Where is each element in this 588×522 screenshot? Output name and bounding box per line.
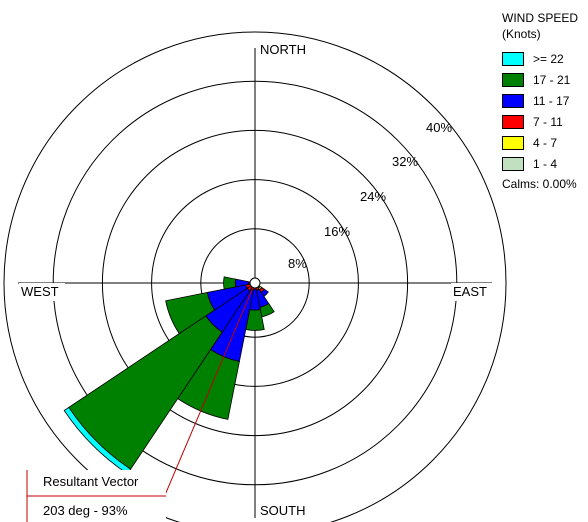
resultant-vector-line — [153, 282, 256, 522]
legend-entries: >= 22 17 - 21 11 - 17 7 - 11 4 - 7 1 - 4 — [502, 48, 588, 174]
legend-label: >= 22 — [533, 51, 564, 66]
legend-swatch — [502, 51, 524, 66]
west-label-bg — [19, 283, 65, 301]
legend-swatch — [502, 114, 524, 129]
legend-entry: 11 - 17 — [502, 90, 588, 111]
petal-segment-17-21 — [223, 276, 237, 290]
ring-label: 8% — [288, 256, 307, 271]
legend-label: 17 - 21 — [533, 72, 571, 87]
legend-label: 1 - 4 — [533, 156, 558, 171]
south-label-bg — [258, 502, 314, 520]
ring-label: 16% — [324, 224, 350, 239]
north-label: NORTH — [260, 42, 306, 57]
legend-swatch — [502, 93, 524, 108]
wind-petals — [63, 276, 275, 475]
calms-label: Calms: 0.00% — [502, 177, 577, 191]
legend-swatch — [502, 156, 524, 171]
legend-units: (Knots) — [502, 27, 541, 41]
legend-label: 4 - 7 — [533, 135, 558, 150]
south-label: SOUTH — [260, 503, 306, 518]
legend-label: 7 - 11 — [533, 114, 563, 129]
ring-label: 40% — [426, 120, 452, 135]
legend-entry: 4 - 7 — [502, 132, 588, 153]
ring-40-percent — [3, 31, 507, 522]
resultant-vector-box: Resultant Vector 203 deg - 93% — [26, 470, 166, 522]
petal-157.5deg — [255, 286, 275, 318]
direction-labels: NORTH EAST SOUTH WEST — [19, 41, 493, 520]
resultant-vector-title: Resultant Vector — [43, 474, 139, 489]
ring-label: 24% — [360, 189, 386, 204]
ring-labels: 8% 16% 24% 32% 40% — [288, 120, 452, 271]
petal-225deg — [63, 285, 253, 475]
legend-entry: 17 - 21 — [502, 69, 588, 90]
legend-swatch — [502, 72, 524, 87]
north-label-bg — [258, 41, 316, 59]
petal-180deg — [245, 287, 265, 331]
east-label: EAST — [453, 284, 487, 299]
resultant-vector-value: 203 deg - 93% — [43, 503, 128, 518]
legend-label: 11 - 17 — [533, 93, 570, 108]
legend-title: WIND SPEED — [502, 11, 579, 25]
east-label-bg — [451, 283, 493, 301]
petal-segment-17-21 — [165, 292, 216, 335]
petal-segment--22 — [63, 406, 132, 475]
legend-entry: 1 - 4 — [502, 153, 588, 174]
calm-center-circle — [249, 277, 261, 289]
legend: WIND SPEED (Knots) >= 22 17 - 21 11 - 17 7 … — [502, 10, 588, 191]
petal-247.5deg — [165, 283, 252, 335]
legend-entry: >= 22 — [502, 48, 588, 69]
legend-entry: 7 - 11 — [502, 111, 588, 132]
legend-swatch — [502, 135, 524, 150]
ring-label: 32% — [392, 154, 418, 169]
resultant-vector — [153, 282, 256, 522]
petal-270deg — [223, 276, 251, 290]
west-label: WEST — [21, 284, 59, 299]
